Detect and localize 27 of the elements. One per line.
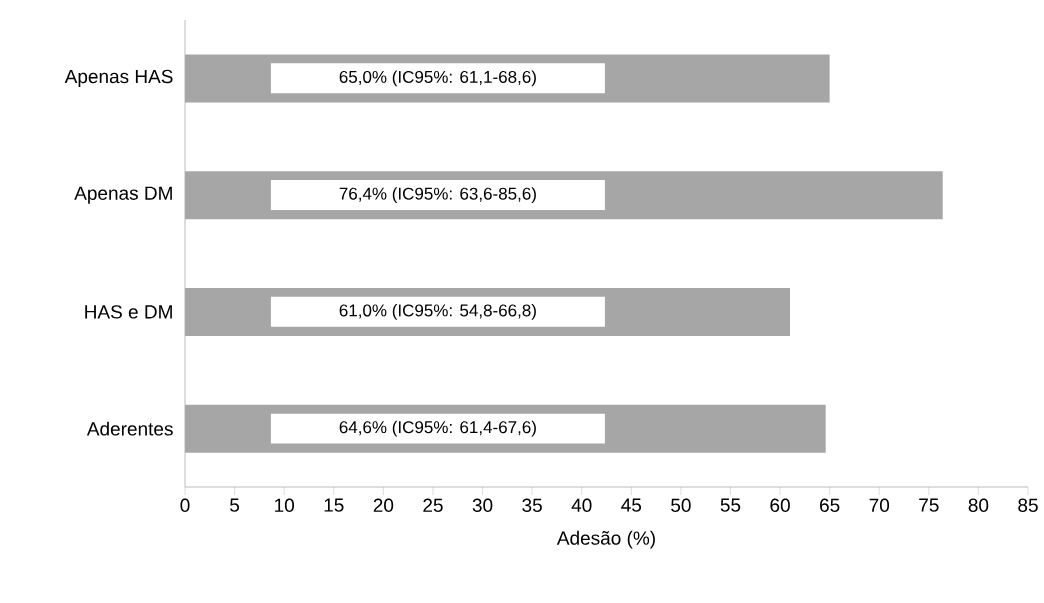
- x-tick-label: 20: [373, 498, 394, 512]
- x-tick-label: 60: [770, 498, 790, 512]
- x-tick-label: 15: [324, 498, 344, 512]
- y-tick-label: Apenas DM: [74, 186, 172, 204]
- x-tick-label: 30: [472, 498, 493, 512]
- x-tick-label: 80: [968, 498, 989, 512]
- x-axis-title: Adesão (%): [556, 530, 655, 549]
- x-tick-label: 25: [423, 498, 443, 512]
- y-tick-label: HAS e DM: [85, 305, 172, 319]
- x-tick-label: 75: [919, 498, 939, 512]
- x-tick-label: 0: [180, 498, 190, 512]
- x-tick-label: 85: [1018, 498, 1038, 512]
- y-tick-label: Apenas HAS: [64, 69, 173, 87]
- x-tick-label: 50: [671, 498, 691, 512]
- x-tick-label: 10: [275, 498, 294, 512]
- x-tick-label: 35: [522, 498, 542, 512]
- x-tick-label: 5: [230, 498, 240, 512]
- x-tick-label: 70: [869, 498, 890, 512]
- x-tick-label: 45: [621, 498, 642, 512]
- data-label: 61,0% (IC95%: 54,8-66,8): [339, 303, 536, 320]
- data-label: 76,4% (IC95%: 63,6-85,6): [339, 187, 536, 204]
- data-label: 65,0% (IC95%: 61,1-68,6): [339, 70, 536, 87]
- y-tick-label: Aderentes: [86, 421, 173, 436]
- x-tick-label: 55: [720, 498, 741, 512]
- data-label: 64,6% (IC95%: 61,4-67,6): [339, 420, 536, 437]
- x-tick-label: 40: [571, 498, 592, 512]
- x-tick-label: 65: [820, 498, 840, 512]
